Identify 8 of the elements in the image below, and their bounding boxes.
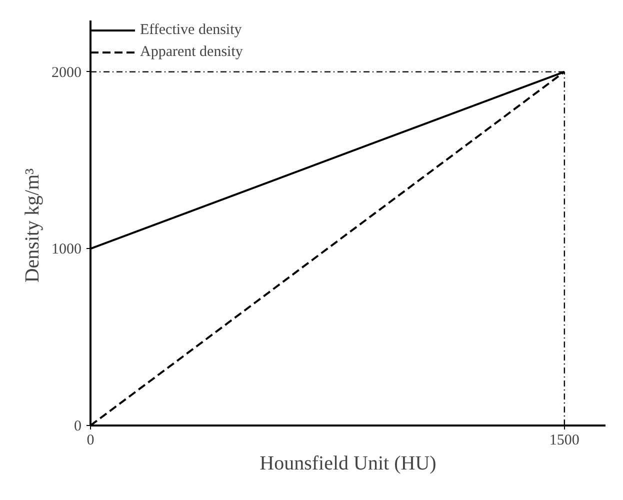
- x-axis-title: Hounsfield Unit (HU): [260, 452, 436, 474]
- x-tick-label: 1500: [549, 432, 580, 448]
- y-axis-title: Density kg/m³: [22, 168, 44, 283]
- y-tick-label: 2000: [52, 64, 82, 81]
- legend-label: Apparent density: [140, 44, 243, 60]
- legend-label: Effective density: [140, 22, 242, 38]
- y-tick-label: 1000: [52, 242, 82, 258]
- y-tick-label: 0: [74, 418, 82, 434]
